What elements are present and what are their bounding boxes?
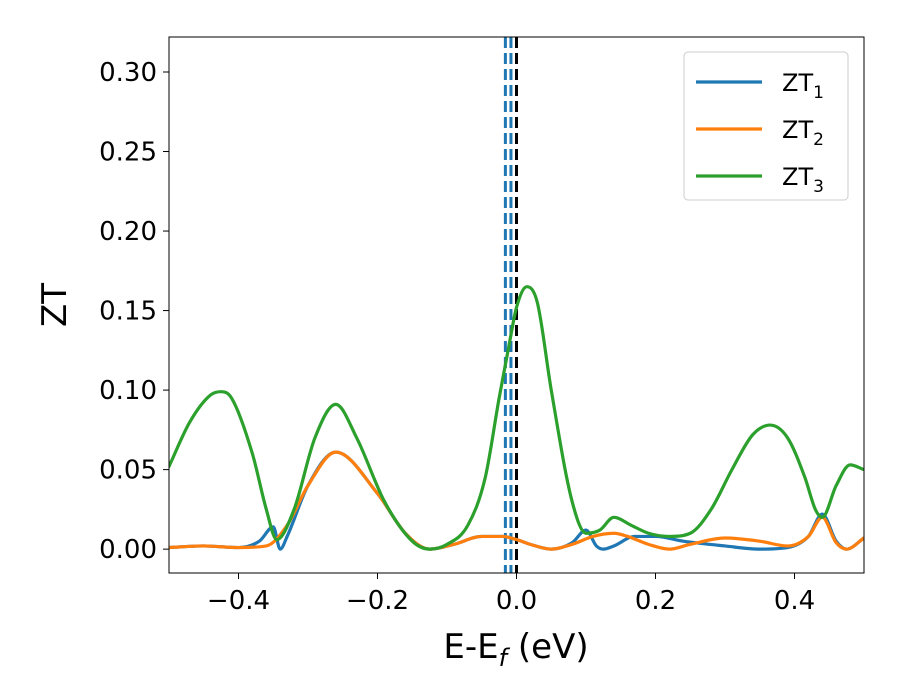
x-tick-label: −0.2 xyxy=(346,586,409,616)
legend-label-zt2: ZT2 xyxy=(782,116,824,150)
x-tick-label: 0.0 xyxy=(496,586,537,616)
y-tick-label: 0.20 xyxy=(99,217,157,247)
y-tick-label: 0.05 xyxy=(99,456,157,486)
series-line-zt2 xyxy=(169,450,864,551)
y-tick-label: 0.25 xyxy=(99,138,157,168)
legend-label-zt3: ZT3 xyxy=(782,163,824,197)
y-tick-label: 0.00 xyxy=(99,535,157,565)
x-axis-title-unit: (eV) xyxy=(507,627,589,667)
x-tick-label: −0.4 xyxy=(207,586,270,616)
y-tick-label: 0.15 xyxy=(99,297,157,327)
series-line-zt3 xyxy=(169,285,864,551)
legend-box xyxy=(683,51,849,201)
y-axis-title: ZT xyxy=(35,283,75,327)
x-axis-title: E-Ef (eV) xyxy=(443,627,588,672)
legend: ZT1 ZT2 ZT3 xyxy=(683,51,849,201)
x-tick-label: 0.2 xyxy=(635,586,676,616)
y-tick-label: 0.30 xyxy=(99,58,157,88)
series-lines xyxy=(169,285,864,551)
y-tick-label: 0.10 xyxy=(99,376,157,406)
legend-label-zt1: ZT1 xyxy=(782,69,824,103)
y-axis: 0.00 0.05 0.10 0.15 0.20 0.25 0.30 xyxy=(99,58,169,565)
x-tick-label: 0.4 xyxy=(774,586,815,616)
x-axis: −0.4 −0.2 0.0 0.2 0.4 xyxy=(207,573,815,616)
